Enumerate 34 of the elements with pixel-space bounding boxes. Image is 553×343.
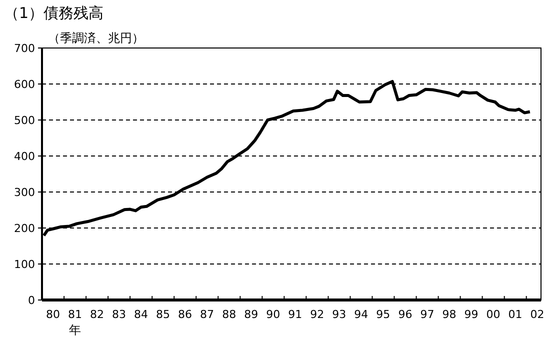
x-tick-label: 93	[332, 308, 346, 321]
x-tick-label: 94	[354, 308, 368, 321]
x-tick-label: 91	[288, 308, 302, 321]
x-tick-label: 84	[134, 308, 148, 321]
x-tick-label: 98	[442, 308, 456, 321]
y-tick-label: 700	[14, 42, 35, 55]
x-tick-label: 81	[68, 308, 82, 321]
chart-title: （1）債務残高	[4, 4, 104, 22]
y-tick-label: 300	[14, 186, 35, 199]
x-tick-label: 97	[420, 308, 434, 321]
x-axis-title: 年	[68, 323, 81, 337]
x-tick-label: 95	[376, 308, 390, 321]
x-tick-label: 82	[90, 308, 104, 321]
x-tick-label: 96	[398, 308, 412, 321]
x-tick-label: 01	[508, 308, 522, 321]
x-tick-label: 89	[244, 308, 258, 321]
y-tick-label: 100	[14, 258, 35, 271]
x-tick-label: 92	[310, 308, 324, 321]
x-tick-label: 87	[200, 308, 214, 321]
y-axis-title: （季調済、兆円）	[48, 31, 144, 45]
x-tick-label: 83	[112, 308, 126, 321]
y-tick-label: 400	[14, 150, 35, 163]
x-tick-label: 90	[266, 308, 280, 321]
x-tick-label: 02	[530, 308, 544, 321]
y-tick-label: 600	[14, 78, 35, 91]
y-tick-label: 200	[14, 222, 35, 235]
x-tick-label: 00	[486, 308, 500, 321]
x-tick-label: 88	[222, 308, 236, 321]
y-tick-label: 0	[28, 294, 35, 307]
x-tick-label: 86	[178, 308, 192, 321]
x-tick-label: 99	[464, 308, 478, 321]
x-tick-label: 80	[46, 308, 60, 321]
y-tick-label: 500	[14, 114, 35, 127]
x-tick-label: 85	[156, 308, 170, 321]
